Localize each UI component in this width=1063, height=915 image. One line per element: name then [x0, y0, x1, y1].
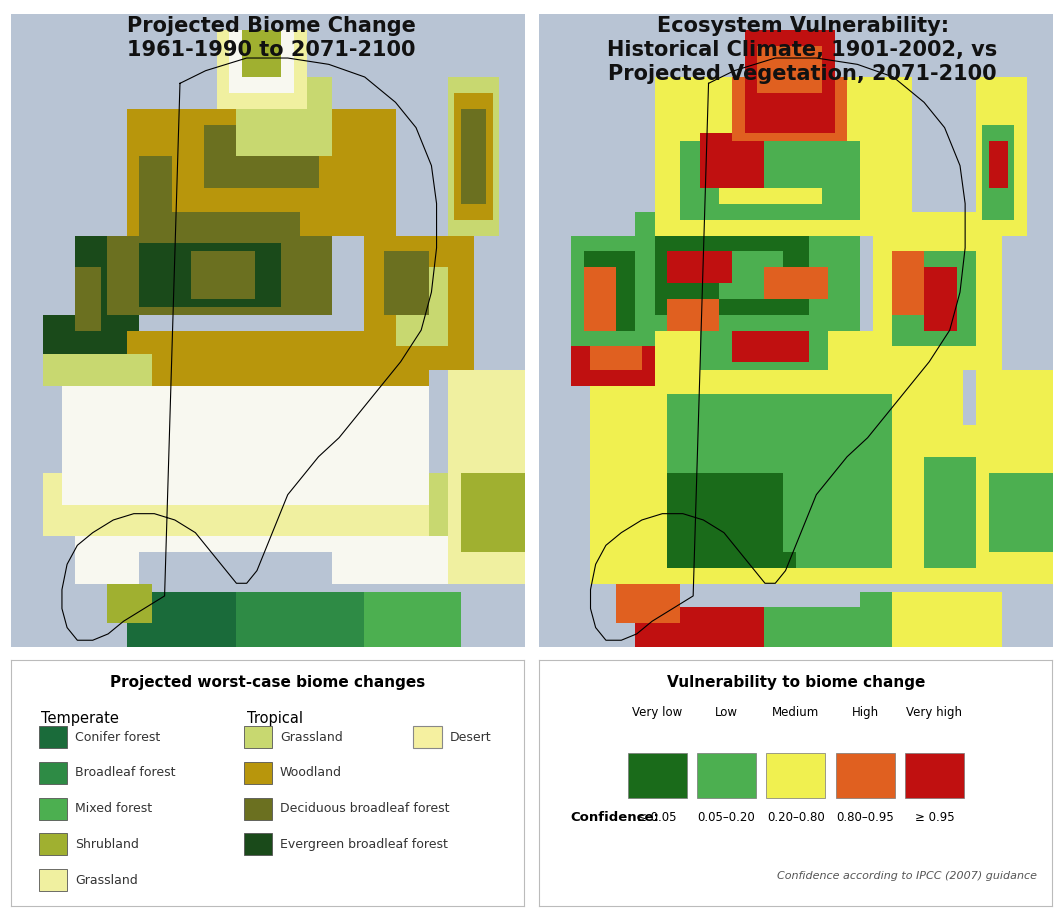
- FancyBboxPatch shape: [244, 834, 272, 856]
- FancyBboxPatch shape: [244, 798, 272, 820]
- Text: Desert: Desert: [450, 731, 491, 744]
- Text: ≤ 0.05: ≤ 0.05: [638, 811, 677, 824]
- Text: Broadleaf forest: Broadleaf forest: [74, 767, 175, 780]
- Text: Very low: Very low: [632, 705, 682, 719]
- Text: Projected worst-case biome changes: Projected worst-case biome changes: [109, 674, 425, 690]
- Text: Medium: Medium: [772, 705, 820, 719]
- FancyBboxPatch shape: [39, 762, 67, 784]
- FancyBboxPatch shape: [697, 753, 756, 798]
- Text: Grassland: Grassland: [280, 731, 342, 744]
- Text: Tropical: Tropical: [247, 712, 303, 727]
- Text: Deciduous broadleaf forest: Deciduous broadleaf forest: [280, 802, 450, 815]
- Text: Historical Climate, 1901-2002, vs: Historical Climate, 1901-2002, vs: [607, 40, 998, 60]
- FancyBboxPatch shape: [244, 762, 272, 784]
- Text: ≥ 0.95: ≥ 0.95: [914, 811, 955, 824]
- Text: Confidence:: Confidence:: [570, 811, 659, 824]
- FancyBboxPatch shape: [905, 753, 964, 798]
- Text: Conifer forest: Conifer forest: [74, 731, 161, 744]
- FancyBboxPatch shape: [414, 727, 442, 748]
- Text: Evergreen broadleaf forest: Evergreen broadleaf forest: [280, 838, 448, 851]
- Text: 0.80–0.95: 0.80–0.95: [837, 811, 894, 824]
- Text: High: High: [851, 705, 879, 719]
- Text: Projected Vegetation, 2071-2100: Projected Vegetation, 2071-2100: [608, 64, 997, 84]
- FancyBboxPatch shape: [628, 753, 687, 798]
- FancyBboxPatch shape: [836, 753, 895, 798]
- Text: 0.05–0.20: 0.05–0.20: [697, 811, 756, 824]
- Text: Confidence according to IPCC (2007) guidance: Confidence according to IPCC (2007) guid…: [777, 871, 1037, 881]
- Text: Vulnerability to biome change: Vulnerability to biome change: [667, 674, 925, 690]
- Text: Woodland: Woodland: [280, 767, 342, 780]
- Text: Shrubland: Shrubland: [74, 838, 138, 851]
- FancyBboxPatch shape: [39, 869, 67, 891]
- FancyBboxPatch shape: [766, 753, 825, 798]
- Text: Very high: Very high: [907, 705, 962, 719]
- FancyBboxPatch shape: [39, 834, 67, 856]
- Text: Mixed forest: Mixed forest: [74, 802, 152, 815]
- Text: Temperate: Temperate: [41, 712, 119, 727]
- FancyBboxPatch shape: [244, 727, 272, 748]
- Text: Projected Biome Change: Projected Biome Change: [126, 16, 416, 37]
- Text: 1961-1990 to 2071-2100: 1961-1990 to 2071-2100: [126, 40, 416, 60]
- Text: Ecosystem Vulnerability:: Ecosystem Vulnerability:: [657, 16, 948, 37]
- Text: 0.20–0.80: 0.20–0.80: [766, 811, 825, 824]
- Text: Low: Low: [715, 705, 738, 719]
- FancyBboxPatch shape: [39, 798, 67, 820]
- Text: Grassland: Grassland: [74, 874, 137, 887]
- FancyBboxPatch shape: [39, 727, 67, 748]
